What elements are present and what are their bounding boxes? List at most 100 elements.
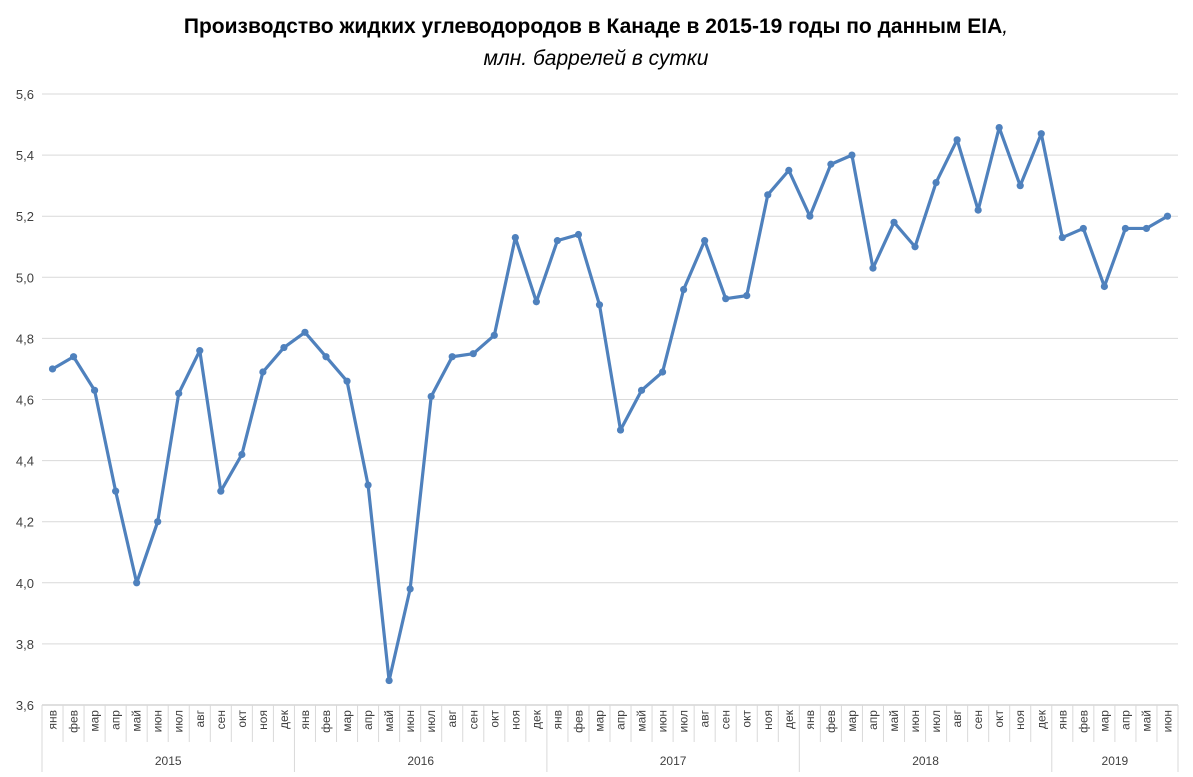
y-tick-label: 3,6 — [16, 698, 34, 713]
x-tick-label: апр — [109, 710, 123, 730]
x-tick-label: май — [635, 710, 649, 732]
x-tick-label: июл — [929, 710, 943, 732]
data-point — [385, 676, 393, 685]
data-point — [280, 343, 288, 352]
x-tick-label: ноя — [761, 710, 775, 730]
data-point — [322, 353, 330, 361]
data-point — [1037, 130, 1045, 138]
data-point — [301, 328, 309, 336]
x-tick-label: июл — [677, 710, 691, 732]
data-point — [154, 518, 162, 526]
data-point — [848, 151, 856, 159]
y-tick-label: 4,0 — [16, 576, 34, 591]
data-point — [827, 160, 835, 168]
x-tick-label: фев — [67, 710, 81, 733]
y-tick-label: 4,2 — [16, 515, 34, 530]
x-year-label: 2018 — [912, 754, 939, 768]
data-point — [427, 392, 435, 401]
data-point — [1121, 224, 1130, 233]
x-tick-label: авг — [698, 709, 712, 727]
x-tick-label: мар — [88, 710, 102, 732]
x-tick-label: мар — [592, 710, 606, 732]
x-tick-label: сен — [214, 710, 228, 729]
x-year-label: 2015 — [155, 754, 182, 768]
data-point — [680, 285, 688, 294]
x-tick-label: дек — [1034, 709, 1048, 729]
x-tick-label: июн — [908, 710, 922, 732]
x-tick-label: мар — [1097, 710, 1111, 732]
data-point — [133, 579, 141, 587]
series-line — [50, 126, 1170, 683]
x-tick-label: июн — [151, 710, 165, 732]
data-point — [595, 301, 604, 309]
axes — [41, 704, 1179, 772]
data-point — [90, 386, 99, 394]
data-point — [406, 585, 414, 593]
x-tick-label: май — [887, 710, 901, 732]
x-tick-label: янв — [46, 710, 60, 730]
data-point — [764, 191, 772, 199]
series-points — [48, 124, 1172, 685]
x-tick-label: дек — [529, 709, 543, 729]
y-tick-label: 5,0 — [16, 270, 34, 285]
x-tick-label: авг — [950, 709, 964, 727]
data-point — [953, 136, 961, 144]
chart-title: Производство жидких углеводородов в Кана… — [184, 15, 1008, 38]
x-tick-label: ноя — [256, 710, 270, 730]
x-tick-label: июл — [172, 710, 186, 732]
x-tick-label: ноя — [1013, 710, 1027, 730]
x-year-label: 2017 — [660, 754, 687, 768]
x-year-label: 2019 — [1102, 754, 1129, 768]
data-point — [616, 426, 625, 434]
x-tick-label: мар — [340, 710, 354, 732]
data-point — [259, 368, 267, 376]
y-tick-label: 4,8 — [16, 331, 34, 346]
x-tick-label: янв — [550, 710, 564, 730]
x-tick-label: май — [130, 710, 144, 732]
x-tick-label: фев — [1076, 710, 1090, 733]
data-point — [869, 264, 877, 272]
x-tick-label: июл — [424, 710, 438, 732]
x-tick-label: ноя — [508, 710, 522, 730]
data-point — [722, 295, 730, 303]
data-point — [69, 353, 78, 361]
data-point — [490, 331, 498, 339]
data-point — [890, 218, 898, 226]
x-tick-label: фев — [571, 710, 585, 733]
data-point — [932, 178, 940, 187]
y-tick-label: 5,2 — [16, 209, 34, 224]
data-point — [196, 347, 204, 355]
x-tick-label: май — [382, 710, 396, 732]
data-point — [343, 377, 351, 385]
data-point — [448, 353, 456, 361]
x-axis-ticks: янв фев мар апр май июн июл авг сен окт ноя дек янв ф… — [46, 709, 1175, 768]
x-tick-label: авг — [445, 709, 459, 727]
x-tick-label: дек — [782, 709, 796, 729]
x-tick-label: авг — [193, 709, 207, 727]
data-point — [48, 365, 57, 373]
data-point — [995, 124, 1003, 132]
x-tick-label: янв — [1055, 710, 1069, 730]
x-year-label: 2016 — [407, 754, 434, 768]
data-point — [658, 368, 667, 376]
y-axis-ticks: 3,6 3,8 4,0 4,2 4,4 4,6 4,8 5,0 5,2 5,4 5,6 — [16, 87, 34, 713]
x-tick-label: сен — [466, 710, 480, 729]
chart-subtitle: млн. баррелей в сутки — [484, 47, 709, 70]
data-point — [637, 386, 646, 394]
x-tick-label: мар — [845, 710, 859, 732]
data-point — [743, 292, 751, 300]
x-tick-label: окт — [487, 710, 501, 728]
x-tick-label: окт — [235, 710, 249, 728]
data-point — [785, 166, 793, 174]
data-point — [1058, 233, 1066, 242]
x-tick-label: апр — [361, 710, 375, 730]
x-tick-label: июн — [1160, 710, 1174, 732]
x-tick-label: июн — [656, 710, 670, 732]
data-point — [574, 230, 583, 239]
data-point — [1079, 224, 1087, 233]
x-tick-label: окт — [992, 710, 1006, 728]
series-line-layer — [50, 126, 1170, 683]
data-point — [175, 389, 183, 397]
data-point — [238, 450, 246, 459]
